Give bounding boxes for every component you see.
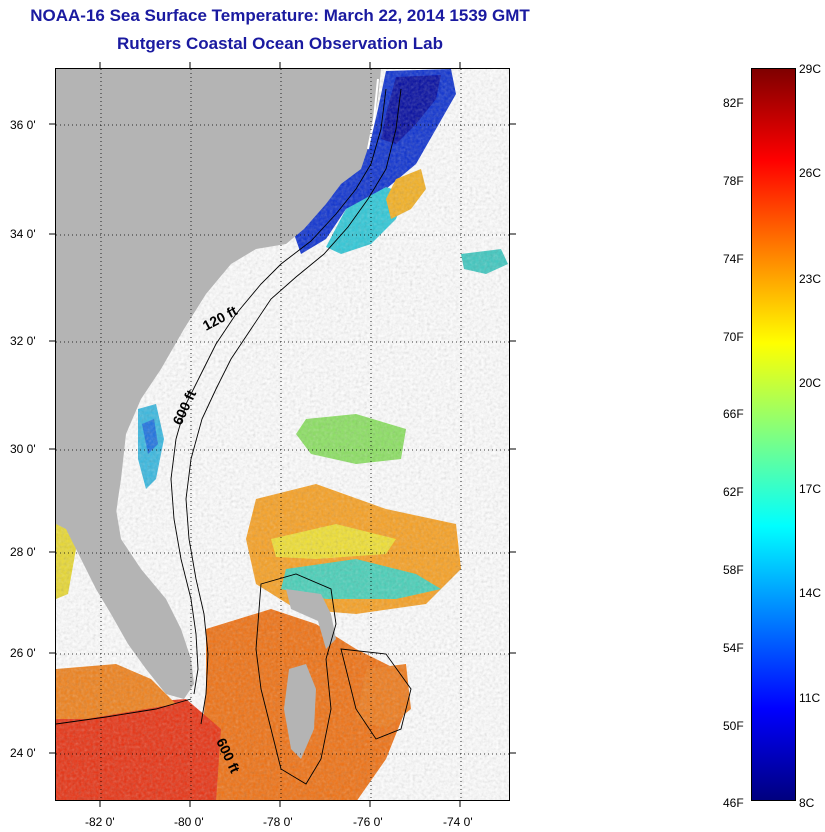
colorbar-label-f: 54F bbox=[723, 641, 744, 655]
colorbar-label-f: 74F bbox=[723, 252, 744, 266]
map-subtitle: Rutgers Coastal Ocean Observation Lab bbox=[117, 34, 443, 53]
colorbar-label-f: 50F bbox=[723, 719, 744, 733]
colorbar-label-f: 62F bbox=[723, 485, 744, 499]
depth-contours bbox=[56, 88, 412, 785]
land-bahamas-andros bbox=[284, 664, 316, 759]
colorbar-label-c: 11C bbox=[799, 691, 821, 705]
sst-map-canvas: 120 ft 600 ft 600 ft bbox=[56, 69, 509, 800]
lon-tick-label: -76 0' bbox=[353, 815, 383, 829]
land-southeast-us bbox=[56, 69, 381, 514]
lat-tick-label: 36 0' bbox=[10, 118, 36, 132]
map-title: NOAA-16 Sea Surface Temperature: March 2… bbox=[30, 6, 530, 25]
colorbar-label-f: 66F bbox=[723, 407, 744, 421]
colorbar-label-c: 17C bbox=[799, 482, 822, 496]
lon-tick-label: -78 0' bbox=[263, 815, 293, 829]
colorbar-label-c: 26C bbox=[799, 166, 822, 180]
colorbar-label-c: 29C bbox=[799, 62, 822, 76]
lat-tick-label: 32 0' bbox=[10, 334, 36, 348]
colorbar-label-c: 20C bbox=[799, 376, 822, 390]
colorbar-label-c: 14C bbox=[799, 586, 822, 600]
lon-tick-label: -74 0' bbox=[443, 815, 473, 829]
temperature-colorbar bbox=[751, 68, 796, 801]
land-bahamas-abaco bbox=[286, 589, 331, 621]
sst-map: 120 ft 600 ft 600 ft bbox=[55, 68, 510, 801]
contour-bahamas bbox=[255, 573, 337, 785]
lat-tick-label: 34 0' bbox=[10, 227, 36, 241]
contour-600ft bbox=[185, 88, 402, 725]
contour-keys bbox=[56, 698, 192, 725]
colorbar-label-f: 70F bbox=[723, 330, 744, 344]
lat-tick-label: 24 0' bbox=[10, 746, 36, 760]
outer-banks bbox=[367, 78, 379, 150]
colorbar-label-f: 82F bbox=[723, 96, 744, 110]
colorbar-label-f: 58F bbox=[723, 563, 744, 577]
colorbar-label-c: 23C bbox=[799, 272, 822, 286]
contour-120ft bbox=[170, 88, 387, 695]
land bbox=[56, 69, 381, 759]
lat-tick-label: 28 0' bbox=[10, 545, 36, 559]
land-florida-peninsula bbox=[56, 509, 194, 699]
colorbar-label-f: 78F bbox=[723, 174, 744, 188]
lat-tick-label: 30 0' bbox=[10, 442, 36, 456]
lon-tick-label: -80 0' bbox=[174, 815, 204, 829]
colorbar-label-f: 46F bbox=[723, 796, 744, 810]
lat-tick-label: 26 0' bbox=[10, 646, 36, 660]
contour-bahamas-east bbox=[340, 648, 412, 740]
lon-tick-label: -82 0' bbox=[85, 815, 115, 829]
colorbar-label-c: 8C bbox=[799, 796, 815, 810]
